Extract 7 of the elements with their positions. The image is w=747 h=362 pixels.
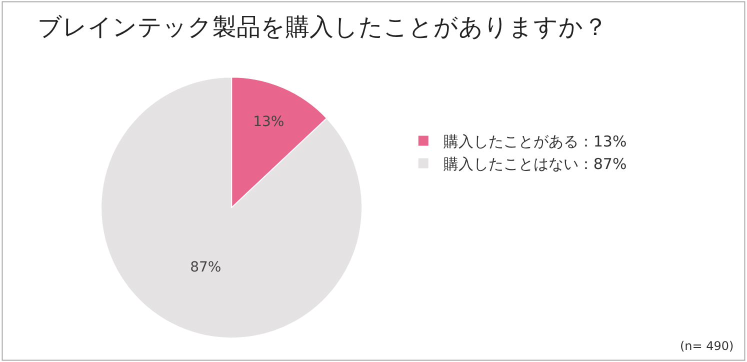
data-label: 13% xyxy=(253,114,284,130)
text: (n= 490) xyxy=(680,339,734,353)
legend-label: 購入したことはない：87% xyxy=(443,155,627,174)
pie-slice xyxy=(100,76,363,339)
chart-title: ブレインテック製品を購入したことがありますか？ xyxy=(37,12,608,41)
data-label: 87% xyxy=(190,259,222,276)
legend-label: 購入したことがある：13% xyxy=(443,132,627,151)
